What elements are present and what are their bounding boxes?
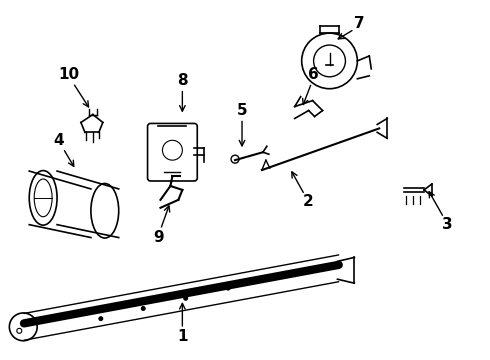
Circle shape [142, 307, 145, 310]
Text: 1: 1 [177, 329, 188, 344]
Text: 2: 2 [302, 194, 313, 209]
Text: 9: 9 [153, 230, 164, 245]
Text: 8: 8 [177, 73, 188, 88]
Text: 7: 7 [354, 16, 365, 31]
Text: 3: 3 [441, 217, 452, 232]
Text: 6: 6 [308, 67, 319, 82]
Text: 4: 4 [54, 133, 64, 148]
Text: 5: 5 [237, 103, 247, 118]
Circle shape [184, 297, 188, 300]
Text: 10: 10 [58, 67, 79, 82]
Circle shape [226, 286, 230, 290]
Circle shape [99, 317, 102, 320]
